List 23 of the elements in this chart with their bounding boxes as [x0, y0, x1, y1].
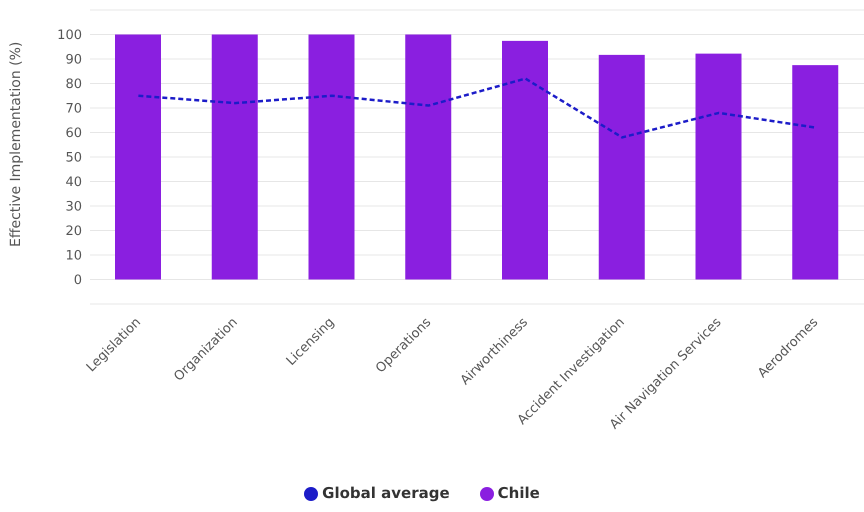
y-tick-label: 90 — [65, 52, 82, 68]
y-tick-label: 100 — [57, 28, 82, 44]
bar — [115, 34, 161, 280]
y-axis-title: Effective Implementation (%) — [8, 42, 24, 247]
bar — [502, 40, 548, 280]
y-tick-label: 70 — [65, 102, 82, 117]
y-tick-label: 0 — [74, 273, 82, 288]
line-series — [137, 77, 817, 139]
legend-label: Global average — [322, 484, 450, 502]
y-tick-label: 20 — [65, 224, 82, 240]
y-tick-label: 50 — [65, 150, 82, 166]
y-tick-label: 60 — [65, 126, 82, 142]
bar — [696, 54, 742, 280]
y-tick-label: 10 — [65, 248, 82, 264]
bar — [405, 34, 452, 280]
y-tick-label: 30 — [65, 200, 82, 215]
bar — [792, 65, 838, 280]
bar — [598, 54, 645, 280]
bar — [212, 34, 258, 280]
bar — [308, 34, 354, 280]
legend-label: Chile — [498, 484, 540, 502]
y-tick-label: 80 — [65, 77, 82, 92]
y-tick-label: 40 — [65, 175, 82, 190]
